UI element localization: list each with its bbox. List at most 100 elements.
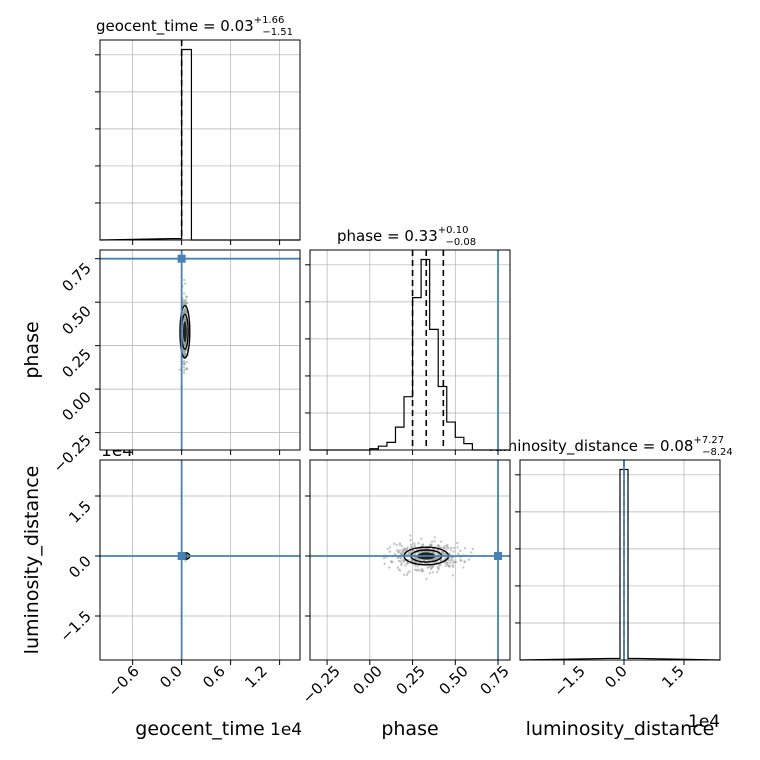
tick-label-time-x: 1.2 [241,662,271,692]
scatter-point [183,363,186,366]
scatter-point [439,540,443,543]
scatter-point [448,557,451,560]
scatter-point [391,560,394,564]
scatter-point [184,310,188,314]
scatter-point [184,282,187,285]
scatter-point [422,543,425,546]
truth-marker [177,254,186,263]
scatter-point [409,543,413,546]
luminosity_distance-vs-geocent_time-frame [99,459,301,661]
truth-marker [177,552,186,560]
contour-line [179,304,191,359]
geocent_time-marginal-panel-background [100,40,300,240]
scatter-point [419,537,423,540]
scatter-point [452,546,456,550]
scatter-point [392,542,396,545]
scatter-point [396,550,400,553]
scatter-point [183,316,187,319]
scatter-point [434,552,437,555]
scatter-point [445,548,448,551]
scatter-point [454,560,458,564]
scatter-point [425,577,428,581]
scatter-point [388,566,391,569]
scatter-point [426,550,429,554]
truth-marker [494,552,503,560]
luminosity_distance-vs-phase-frame [309,459,511,661]
scatter-point [413,544,416,547]
scatter-point [432,551,436,554]
tick-label-time-x: 0.0 [156,662,186,692]
scatter-point [383,562,386,566]
phase-vs-geocent_time-panel-background [100,250,300,450]
xlabel-luminosity-distance: luminosity_distance [526,718,715,740]
scatter-point [467,558,471,561]
scatter-point [417,542,420,545]
scatter-point [400,551,403,554]
tick-label-phase-x: 0.00 [349,662,385,698]
scatter-point [404,548,407,551]
density-core [182,321,187,343]
scatter-point [183,292,186,295]
scatter-point [444,564,447,568]
geocent_time-marginal-frame [99,39,301,241]
scatter-point [388,550,392,553]
scatter-point [405,573,409,577]
scatter-point [397,559,401,563]
scatter-point [429,565,432,568]
scatter-point [427,565,431,569]
scatter-point [409,545,413,549]
scatter-point [406,571,410,575]
scatter-point [436,566,439,569]
title-luminosity-distance: luminosity_distance = 0.08+7.27 −8.24 [489,435,733,458]
scatter-point [459,549,462,552]
scatter-point [437,568,440,571]
tick-label-ld-x: 0.0 [601,662,631,692]
scatter-point [442,545,446,548]
scatter-point [398,569,402,572]
scatter-point [396,566,400,569]
scatter-point [404,564,407,567]
scatter-point [451,558,454,562]
geocent_time-marginal-panel [95,39,301,245]
tick-label-ld-x: 1.5 [658,662,688,692]
scatter-point [451,574,455,577]
scatter-point [456,546,459,549]
scatter-point [182,299,186,302]
scatter-point [430,543,433,547]
tick-label-phase-x: 0.50 [435,662,471,698]
scatter-point [184,368,187,371]
phase-marginal-panel-background [310,250,510,450]
tick-label-phase-y: 0.00 [58,388,94,424]
scatter-point [431,571,434,574]
tick-label-time-x: 0.6 [199,662,229,692]
luminosity_distance-vs-geocent_time-panel-background [100,460,300,660]
scatter-point [419,547,423,551]
scatter-point [408,570,411,573]
tick-label-ld-y: 1.5 [65,497,95,527]
scatter-point [416,564,420,568]
scatter-point [449,546,453,549]
scatter-point [418,551,421,554]
scatter-point [471,547,474,551]
scatter-point [413,542,416,545]
scatter-point [382,556,386,560]
phase-vs-geocent_time-frame [99,249,301,451]
scatter-point [186,301,189,305]
scatter-point [400,562,403,565]
scatter-point [185,360,189,364]
tick-label-phase-y: 0.25 [58,345,94,381]
luminosity_distance-marginal-panel [515,459,721,665]
scatter-point [449,561,452,565]
scatter-point [436,544,440,547]
scatter-point [430,540,434,543]
tick-label-phase-y: 0.75 [58,259,94,295]
scatter-point [409,538,412,542]
scatter-point [399,557,403,560]
scatter-point [408,552,411,556]
luminosity_distance-marginal-frame [519,459,721,661]
scatter-point [185,295,189,299]
scatter-point [462,566,465,569]
scatter-point [447,546,450,550]
scatter-point [398,543,402,547]
